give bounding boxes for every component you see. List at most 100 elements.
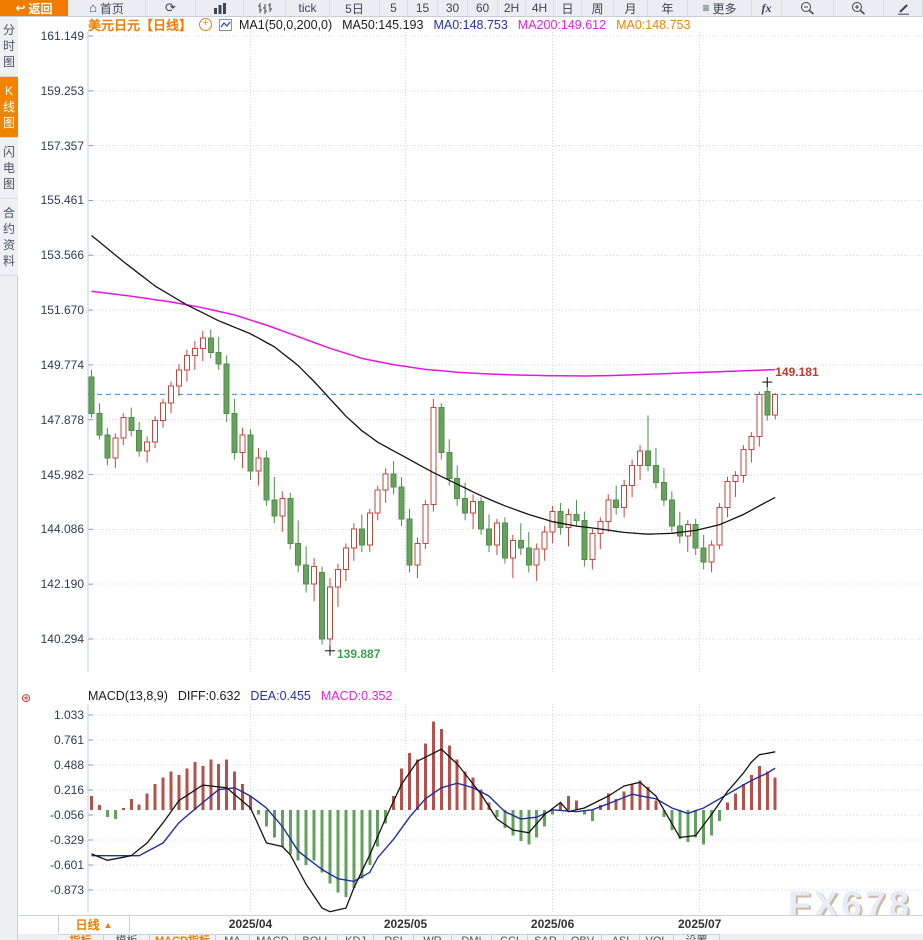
toolbar-item-home[interactable]: ⌂ 首页 <box>68 0 146 16</box>
tabs-row-spacer <box>18 934 58 940</box>
period-selector-tab[interactable]: 日线 ▲ <box>58 916 130 933</box>
toolbar-item-zoom-out[interactable] <box>782 0 834 16</box>
bottom-tab-5[interactable]: BOLL <box>296 934 338 940</box>
main-y-label: 155.461 <box>40 193 84 208</box>
macd-y-label: 0.216 <box>53 783 84 797</box>
toolbar-item-tick[interactable]: tick <box>286 0 330 16</box>
toolbar-item-bar-view[interactable] <box>196 0 244 16</box>
macd-chip-0: MACD(13,8,9) <box>88 689 168 703</box>
mini-chart-icon <box>219 18 233 31</box>
high-price-annotation: 149.181 <box>775 365 819 380</box>
macd-chip-3: MACD:0.352 <box>320 689 393 703</box>
macd-chip-2: DEA:0.455 <box>250 689 311 703</box>
bottom-tab-13[interactable]: ASI <box>602 934 640 940</box>
indicator-tabs-row: 指标模板MACD指标MAMACDBOLLKDJRSIWRDMICCISAROBV… <box>18 934 923 940</box>
bottom-tab-4[interactable]: MACD <box>250 934 296 940</box>
sidebar-item-kline-chart[interactable]: K 线 图 <box>0 77 18 138</box>
sidebar-item-flash-chart[interactable]: 闪 电 图 <box>0 138 18 199</box>
indicator-settings-icon[interactable]: ⊛ <box>21 691 32 705</box>
period-label: 日线 <box>75 918 100 932</box>
toolbar-item-formula[interactable]: fx <box>752 0 782 16</box>
bottom-tab-7[interactable]: RSI <box>374 934 414 940</box>
toolbar-item-year[interactable]: 年 <box>648 0 688 16</box>
low-price-annotation: 139.887 <box>337 646 381 661</box>
x-axis-date: 2025/04 <box>228 917 273 931</box>
chevron-up-icon: ▲ <box>103 919 113 930</box>
macd-y-label: -0.056 <box>49 808 84 822</box>
toolbar-item-60min[interactable]: 60 <box>468 0 498 16</box>
main-y-label: 149.774 <box>40 357 84 372</box>
toolbar-item-2hour[interactable]: 2H <box>498 0 526 16</box>
chart-header: 美元日元【日线】 + MA1(50,0,200,0) MA50:145.193 MA… <box>88 17 690 34</box>
bottom-tab-11[interactable]: SAR <box>528 934 564 940</box>
zoom-in-icon <box>851 1 866 15</box>
bottom-tab-15[interactable]: 设置 <box>674 934 720 940</box>
toolbar-item-5min[interactable]: 5 <box>380 0 408 16</box>
main-y-label: 140.294 <box>40 632 84 646</box>
ma-chip-4: MA0:148.753 <box>616 17 691 32</box>
x-axis-date: 2025/07 <box>677 917 722 931</box>
bottom-tab-10[interactable]: CCI <box>492 934 528 940</box>
main-y-label: 142.190 <box>40 577 84 592</box>
macd-y-label: 0.488 <box>53 758 84 772</box>
symbol-title: 美元日元【日线】 <box>88 18 193 33</box>
ma-values: MA1(50,0,200,0) MA50:145.193 MA0:148.753 MA… <box>239 18 690 32</box>
toolbar-item-30min[interactable]: 30 <box>438 0 468 16</box>
macd-chart-canvas[interactable] <box>18 700 923 916</box>
macd-y-label: 1.033 <box>53 708 84 722</box>
toolbar-item-draw[interactable] <box>884 0 923 16</box>
pen-icon <box>897 2 910 15</box>
bottom-tab-8[interactable]: WR <box>414 934 452 940</box>
toolbar-item-day[interactable]: 日 <box>554 0 582 16</box>
macd-y-label: -0.873 <box>49 883 84 897</box>
main-y-label: 144.086 <box>40 522 84 537</box>
bottom-tab-3[interactable]: MA <box>216 934 250 940</box>
bottom-tab-6[interactable]: KDJ <box>338 934 374 940</box>
refresh-icon: ⟳ <box>165 0 176 15</box>
home-icon: ⌂ <box>89 0 97 15</box>
toolbar-item-5day[interactable]: 5日 <box>330 0 380 16</box>
bottom-tab-1[interactable]: 模板 <box>104 934 150 940</box>
sidebar-item-contract-info[interactable]: 合 约 资 料 <box>0 199 18 276</box>
macd-y-label: -0.329 <box>49 833 84 847</box>
sidebar-item-time-share-chart[interactable]: 分 时 图 <box>0 16 18 77</box>
top-toolbar: ↩ 返回 ⌂ 首页 ⟳ tick 5日 5 15 30 60 2H 4H 日周月年 ≡ 更多 fx <box>0 0 923 17</box>
toolbar-item-candle-view[interactable] <box>244 0 286 16</box>
ohlc-icon <box>257 2 273 14</box>
macd-chip-1: DIFF:0.632 <box>177 689 241 703</box>
macd-y-label: -0.601 <box>49 858 84 872</box>
main-chart-canvas[interactable] <box>18 28 923 688</box>
x-axis-date: 2025/05 <box>383 917 428 931</box>
zoom-out-icon <box>800 1 815 15</box>
main-y-label: 161.149 <box>40 29 84 43</box>
macd-y-label: 0.761 <box>53 733 84 747</box>
toolbar-item-refresh[interactable]: ⟳ <box>146 0 196 16</box>
ma-chip-2: MA0:148.753 <box>433 17 508 32</box>
bars-icon <box>213 2 227 14</box>
ma-chip-3: MA200:149.612 <box>517 17 607 32</box>
macd-header: MACD(13,8,9) DIFF:0.632 DEA:0.455 MACD:0.35… <box>88 689 392 703</box>
add-compare-icon[interactable]: + <box>199 18 213 31</box>
toolbar-item-15min[interactable]: 15 <box>408 0 438 16</box>
bottom-tab-9[interactable]: DMI <box>452 934 492 940</box>
main-y-label: 159.253 <box>40 83 84 98</box>
main-y-label: 157.357 <box>40 138 84 153</box>
main-y-label: 151.670 <box>40 303 84 318</box>
toolbar-item-back[interactable]: ↩ 返回 <box>0 0 68 16</box>
toolbar-item-more[interactable]: ≡ 更多 <box>688 0 752 16</box>
x-axis-row <box>18 915 923 934</box>
menu-icon: ≡ <box>702 1 710 15</box>
toolbar-item-week[interactable]: 周 <box>582 0 614 16</box>
toolbar-item-zoom-in[interactable] <box>834 0 884 16</box>
main-y-label: 153.566 <box>40 248 84 263</box>
bottom-tab-14[interactable]: VOL <box>640 934 674 940</box>
ma-chip-1: MA50:145.193 <box>342 17 424 32</box>
fx-icon: fx <box>761 1 772 15</box>
bottom-tab-2[interactable]: MACD指标 <box>150 934 216 940</box>
bottom-tab-12[interactable]: OBV <box>564 934 602 940</box>
bottom-tab-0[interactable]: 指标 <box>58 934 104 940</box>
toolbar-item-4hour[interactable]: 4H <box>526 0 554 16</box>
toolbar-item-month[interactable]: 月 <box>614 0 648 16</box>
main-y-label: 145.982 <box>40 467 84 482</box>
